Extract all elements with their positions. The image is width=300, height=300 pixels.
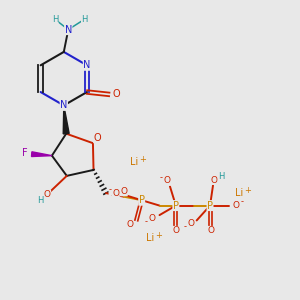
Text: O: O xyxy=(120,187,127,196)
Text: H: H xyxy=(81,15,88,24)
Text: -: - xyxy=(160,173,163,182)
Text: O: O xyxy=(126,220,133,229)
Text: O: O xyxy=(112,89,120,99)
Polygon shape xyxy=(32,152,52,157)
Text: +: + xyxy=(139,155,146,164)
Text: O: O xyxy=(44,190,51,199)
Text: P: P xyxy=(173,201,179,211)
Text: -: - xyxy=(109,186,112,195)
Text: +: + xyxy=(244,186,251,195)
Text: O: O xyxy=(164,176,170,185)
Text: -: - xyxy=(240,197,243,206)
Text: N: N xyxy=(83,60,91,70)
Text: N: N xyxy=(60,100,68,110)
Text: H: H xyxy=(218,172,224,181)
Text: O: O xyxy=(232,201,239,210)
Polygon shape xyxy=(63,105,69,134)
Text: N: N xyxy=(64,25,72,34)
Text: F: F xyxy=(22,148,28,158)
Text: O: O xyxy=(207,226,214,235)
Text: O: O xyxy=(148,214,156,223)
Text: -: - xyxy=(183,223,186,232)
Text: -: - xyxy=(144,217,147,226)
Text: P: P xyxy=(207,201,213,211)
Text: Li: Li xyxy=(130,157,138,167)
Text: O: O xyxy=(211,176,218,184)
Text: H: H xyxy=(38,196,44,205)
Text: P: P xyxy=(139,195,145,205)
Text: Li: Li xyxy=(235,188,243,198)
Text: O: O xyxy=(187,219,194,228)
Text: Li: Li xyxy=(146,233,154,243)
Text: O: O xyxy=(94,133,101,143)
Text: +: + xyxy=(155,231,162,240)
Text: O: O xyxy=(112,189,119,198)
Text: H: H xyxy=(52,15,58,24)
Text: O: O xyxy=(173,226,180,235)
